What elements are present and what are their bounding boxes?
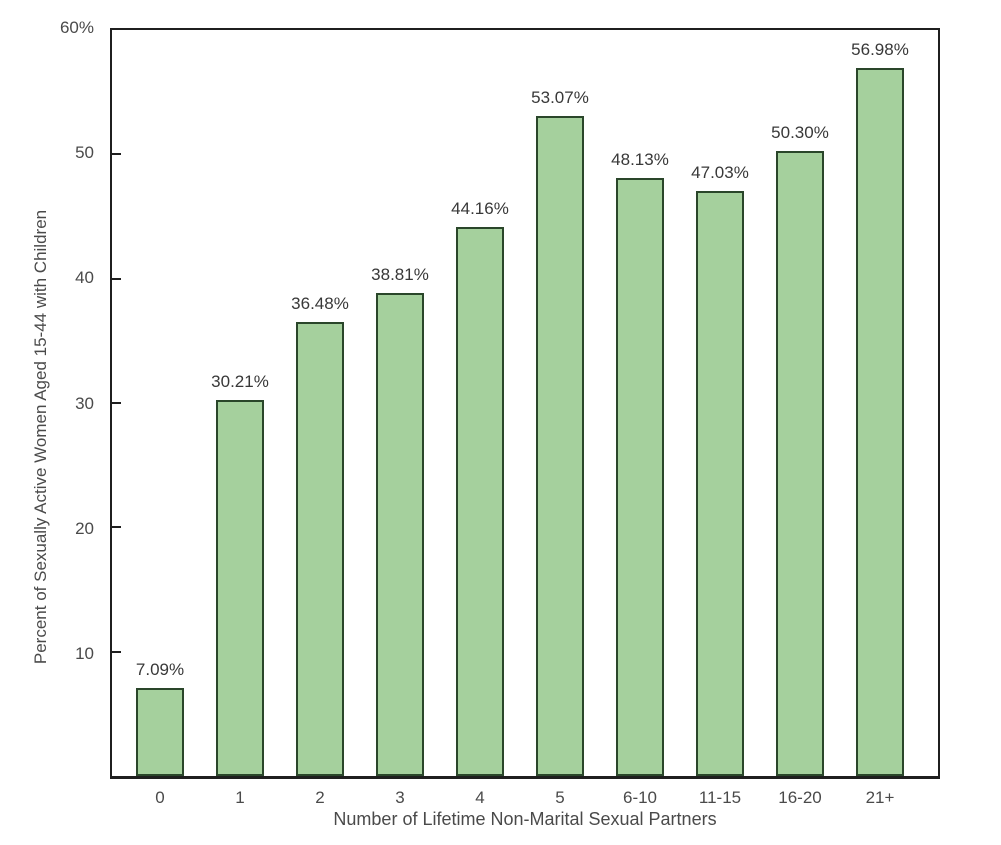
bar-3: [376, 293, 424, 776]
x-tick-label: 5: [555, 788, 565, 807]
bar-2: [296, 322, 344, 776]
y-tick-mark: [112, 650, 121, 653]
y-tick-label: 30: [75, 393, 94, 413]
y-tick-mark: [112, 153, 121, 156]
bar-value-label: 47.03%: [691, 163, 749, 183]
bar-6-10: [616, 177, 664, 776]
x-axis-title: Number of Lifetime Non-Marital Sexual Pa…: [333, 809, 717, 829]
x-tick-label: 3: [395, 788, 405, 807]
bar-21+: [856, 67, 904, 776]
y-tick-label: 10: [75, 643, 94, 663]
y-tick-mark: [112, 402, 121, 404]
bar-value-label: 56.98%: [851, 39, 909, 59]
x-tick-label: 0: [155, 788, 165, 807]
bar-16-20: [776, 150, 824, 776]
x-tick-label: 16-20: [778, 788, 822, 807]
x-tick-label: 11-15: [698, 788, 742, 807]
x-tick-label: 1: [235, 788, 245, 807]
bar-value-label: 7.09%: [135, 659, 185, 679]
bar-value-label: 44.16%: [451, 198, 509, 218]
bar-1: [216, 400, 264, 776]
bar-11-15: [696, 191, 744, 776]
bar-0: [136, 687, 184, 776]
bar-value-label: 36.48%: [291, 294, 349, 314]
plot-area: 7.09% 30.21% 36.48% 38.81% 44.16% 53.07% 48.13…: [110, 28, 940, 779]
x-tick-label: 21+: [865, 788, 895, 807]
bar-4: [456, 226, 504, 776]
y-tick-label: 40: [75, 268, 94, 288]
bar-value-label: 38.81%: [371, 265, 429, 285]
y-tick-mark: [112, 277, 121, 280]
bar-value-label: 50.30%: [771, 122, 829, 142]
x-tick-label: 2: [315, 788, 325, 807]
x-tick-label: 6-10: [622, 788, 658, 807]
y-tick-label: 20: [75, 518, 94, 538]
x-tick-label: 4: [475, 788, 485, 807]
bar-value-label: 48.13%: [611, 149, 669, 169]
bar-value-label: 53.07%: [531, 88, 589, 108]
y-tick-mark: [112, 526, 121, 529]
bar-value-label: 30.21%: [211, 372, 269, 392]
y-tick-label: 50: [75, 143, 94, 163]
y-tick-label: 60%: [59, 18, 94, 37]
bar-5: [536, 116, 584, 776]
